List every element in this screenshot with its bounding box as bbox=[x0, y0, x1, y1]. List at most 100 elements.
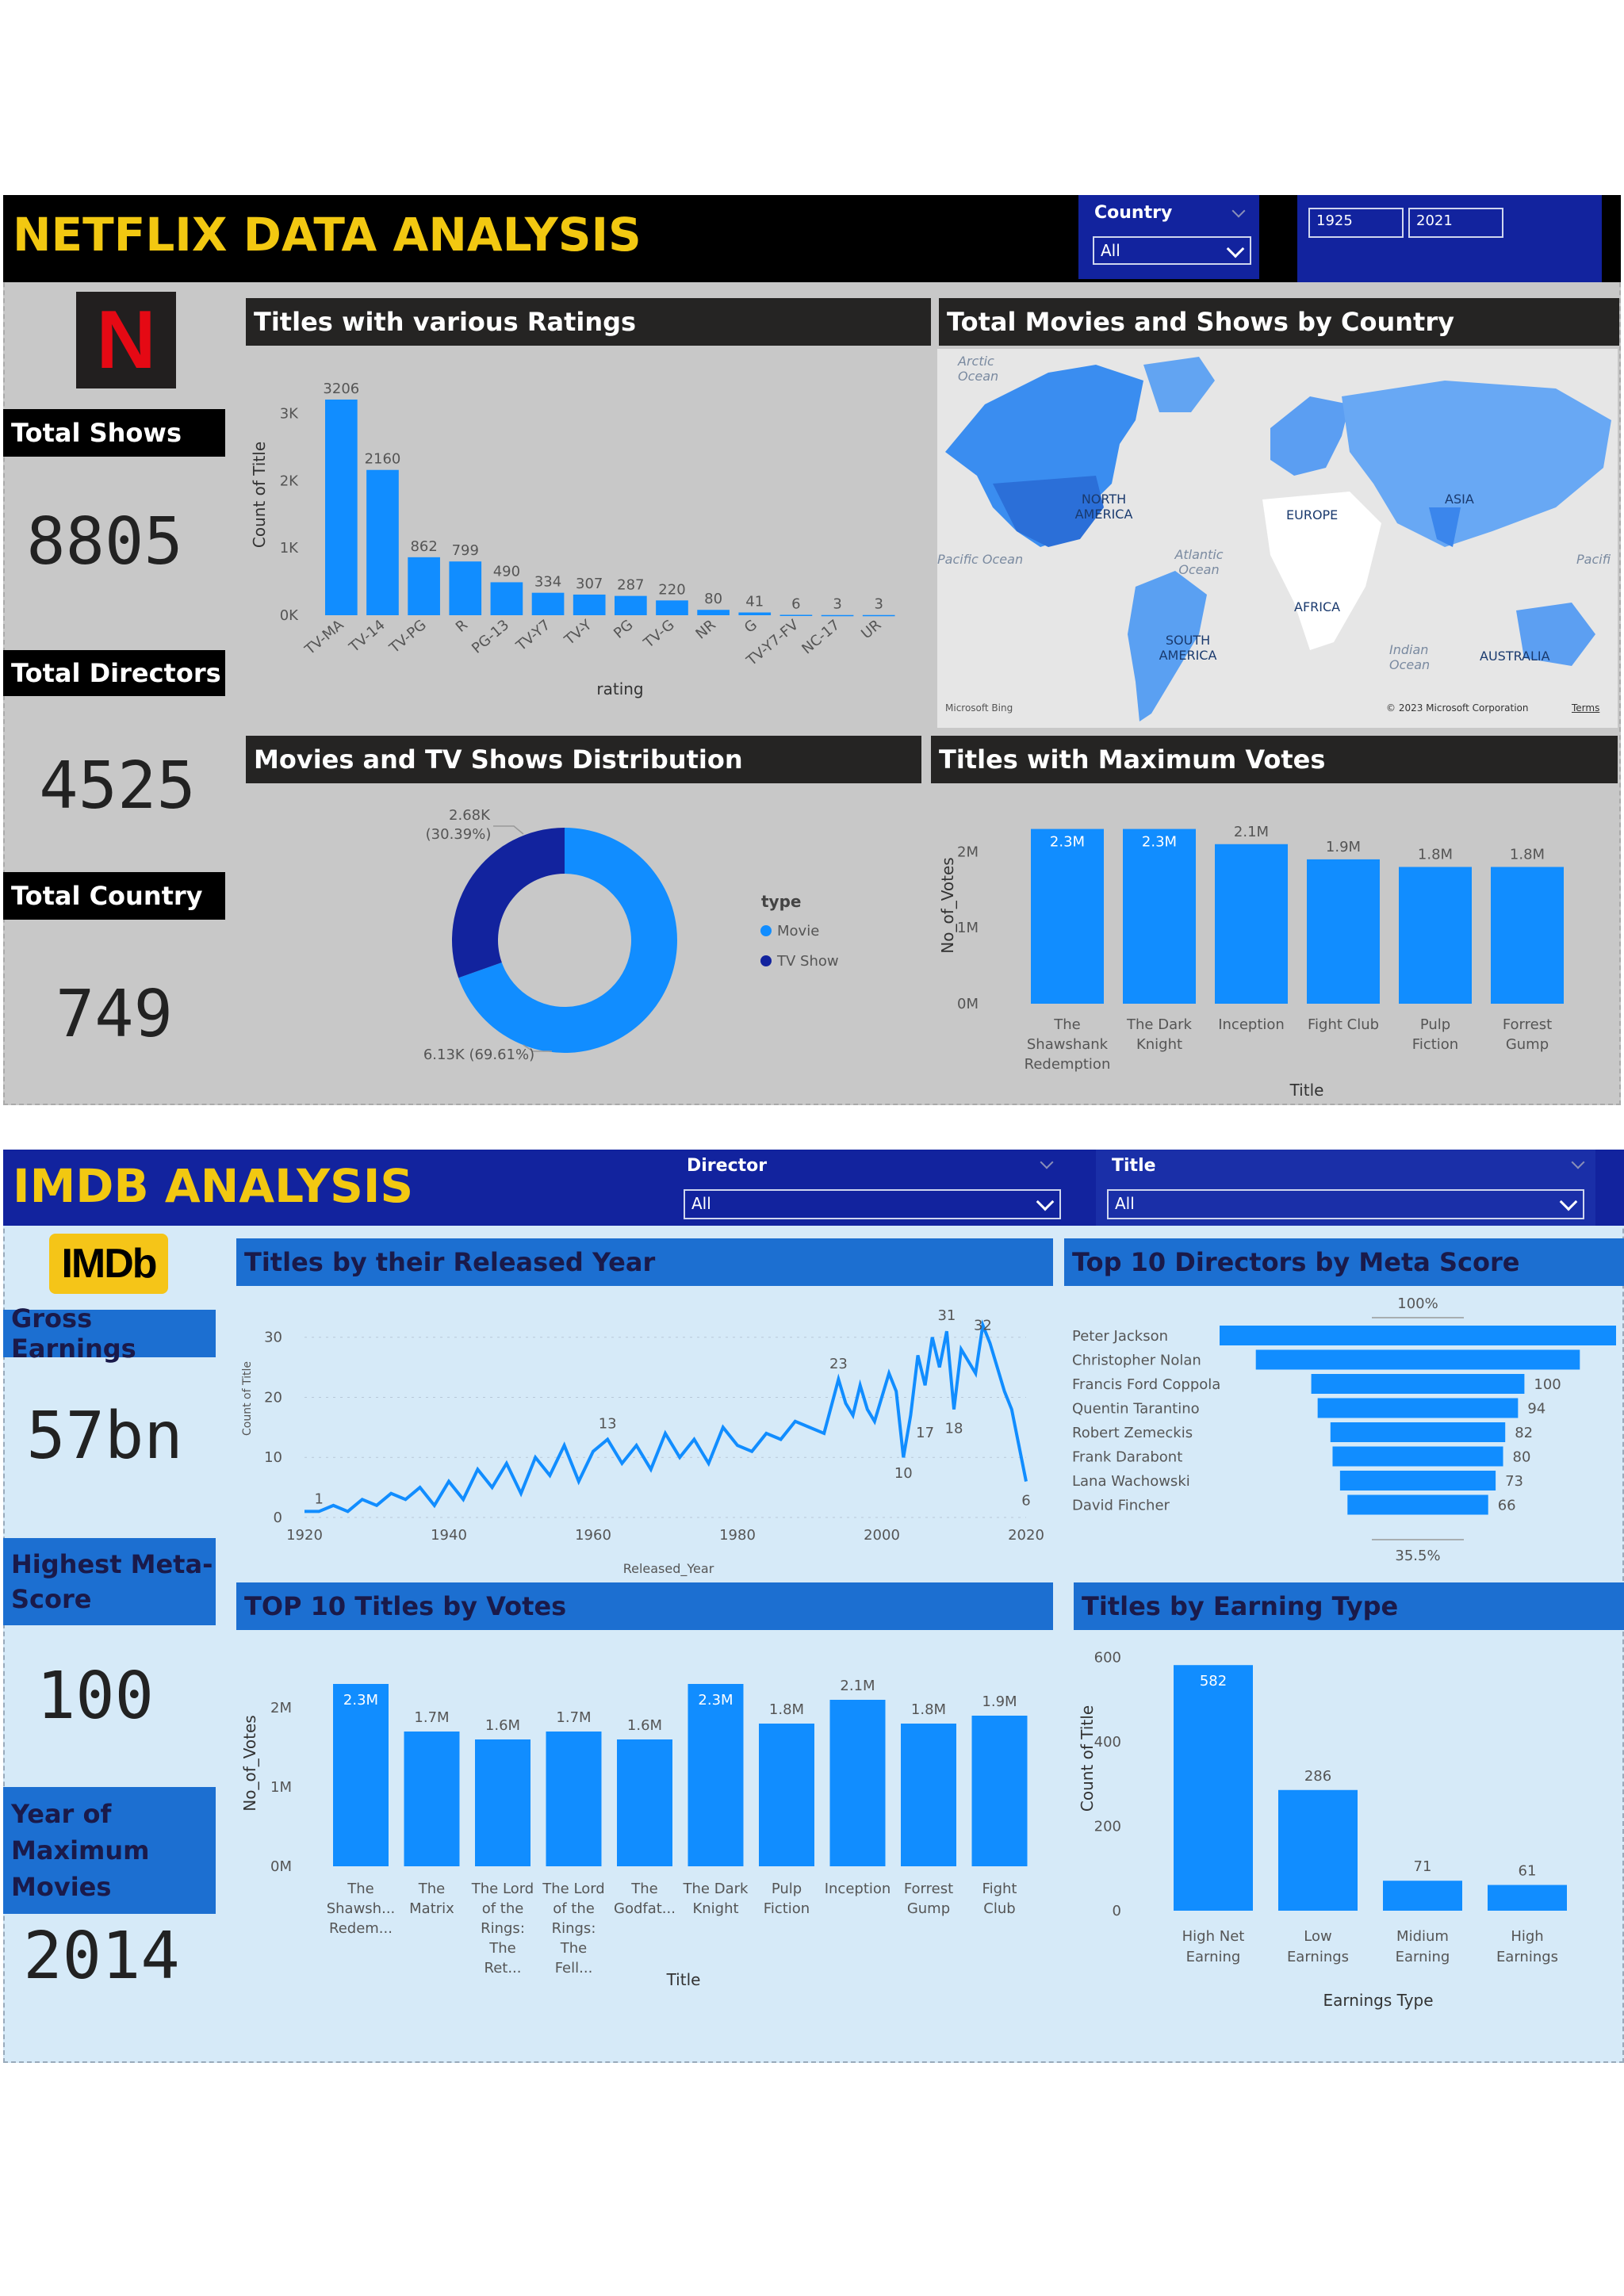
votes-chart: No_of_Votes 0M 1M 2M 2.3M The Shawshank Redem… bbox=[938, 824, 1564, 1100]
year-slicer[interactable]: 1925 2021 bbox=[1297, 195, 1602, 282]
donut-legend-title: type bbox=[761, 892, 801, 911]
ratings-bar[interactable] bbox=[821, 614, 854, 617]
director-slicer-collapse-icon[interactable] bbox=[1040, 1155, 1054, 1169]
country-slicer-dropdown[interactable]: All bbox=[1093, 236, 1251, 265]
country-slicer[interactable]: Country All bbox=[1078, 195, 1259, 279]
votes-bar[interactable] bbox=[1031, 828, 1104, 1004]
votes-bar[interactable] bbox=[1491, 867, 1564, 1004]
ratings-data-label: 220 bbox=[658, 581, 685, 598]
ratings-chart-title: Titles with various Ratings bbox=[246, 298, 931, 346]
ratings-data-label: 3206 bbox=[323, 381, 359, 397]
top-votes-data-label: 1.7M bbox=[414, 1709, 449, 1726]
top-votes-bar[interactable] bbox=[829, 1700, 886, 1866]
country-slicer-collapse-icon[interactable] bbox=[1231, 204, 1246, 218]
earnings-bar[interactable] bbox=[1278, 1789, 1358, 1911]
director-slicer-value: All bbox=[691, 1194, 711, 1213]
funnel-data-label: 80 bbox=[1513, 1449, 1531, 1466]
world-map-shapes bbox=[945, 357, 1611, 721]
kpi-year-max-movies-label: Year of Maximum Movies bbox=[3, 1787, 216, 1914]
votes-ylabel: No_of_Votes bbox=[938, 857, 957, 953]
earnings-bar[interactable] bbox=[1174, 1665, 1253, 1911]
funnel-bar[interactable] bbox=[1332, 1446, 1503, 1467]
top-votes-data-label: 1.6M bbox=[485, 1717, 520, 1734]
netflix-title: NETFLIX DATA ANALYSIS bbox=[13, 208, 642, 262]
funnel-bar[interactable] bbox=[1311, 1374, 1525, 1394]
netflix-logo: N bbox=[76, 292, 176, 388]
top-votes-xtick: Forrest Gump bbox=[904, 1881, 953, 1917]
title-slicer-dropdown[interactable]: All bbox=[1107, 1189, 1584, 1219]
year-from-input[interactable]: 1925 bbox=[1308, 208, 1404, 238]
ratings-ytick: 2K bbox=[280, 473, 299, 489]
votes-bar[interactable] bbox=[1307, 859, 1380, 1004]
votes-data-label: 1.9M bbox=[1326, 839, 1361, 855]
votes-bar[interactable] bbox=[1123, 828, 1196, 1004]
ratings-data-label: 6 bbox=[791, 595, 800, 612]
donut-slice-movie[interactable] bbox=[458, 828, 677, 1053]
ratings-bar[interactable] bbox=[490, 582, 523, 615]
top-votes-bar[interactable] bbox=[759, 1724, 814, 1866]
top-votes-bar[interactable] bbox=[971, 1716, 1028, 1866]
bing-logo: Microsoft Bing bbox=[945, 702, 1013, 714]
top-votes-bar[interactable] bbox=[688, 1684, 744, 1866]
year-to-input[interactable]: 2021 bbox=[1408, 208, 1503, 238]
funnel-bar[interactable] bbox=[1317, 1398, 1519, 1418]
ratings-bar[interactable] bbox=[615, 595, 647, 615]
year-xtick: 2020 bbox=[1008, 1527, 1044, 1544]
ratings-bar[interactable] bbox=[366, 469, 399, 615]
map-label-indian-ocean: Indian Ocean bbox=[1389, 642, 1431, 672]
title-slicer-collapse-icon[interactable] bbox=[1571, 1155, 1585, 1169]
map-label-atlantic: Atlantic Ocean bbox=[1174, 547, 1224, 577]
ratings-bar[interactable] bbox=[779, 614, 813, 616]
ratings-bar[interactable] bbox=[449, 561, 482, 615]
ratings-bar[interactable] bbox=[408, 557, 440, 615]
legend-tvshow-label[interactable]: TV Show bbox=[776, 953, 839, 970]
chevron-down-icon bbox=[1226, 239, 1245, 258]
kpi-total-shows-value: 8805 bbox=[26, 504, 183, 580]
funnel-bar[interactable] bbox=[1347, 1494, 1488, 1515]
earnings-bar[interactable] bbox=[1488, 1885, 1567, 1911]
donut-slice-tv-show[interactable] bbox=[452, 828, 565, 978]
votes-bar[interactable] bbox=[1215, 844, 1288, 1004]
ratings-xtick: R bbox=[453, 617, 471, 636]
funnel-data-label: 82 bbox=[1515, 1425, 1533, 1441]
ratings-bar[interactable] bbox=[656, 600, 688, 615]
greenland-shape bbox=[1143, 357, 1215, 412]
top-votes-bar[interactable] bbox=[333, 1684, 389, 1866]
imdb-logo-text: IMDb bbox=[61, 1241, 157, 1287]
title-slicer[interactable]: Title All bbox=[1096, 1150, 1595, 1226]
ratings-ytick: 1K bbox=[280, 540, 299, 557]
top-votes-bar[interactable] bbox=[475, 1739, 530, 1866]
year-data-label: 13 bbox=[599, 1416, 617, 1433]
earnings-bar[interactable] bbox=[1383, 1881, 1462, 1911]
world-map[interactable]: Arctic Ocean NORTH AMERICA EUROPE ASIA A… bbox=[937, 349, 1618, 728]
funnel-bar[interactable] bbox=[1339, 1471, 1496, 1490]
votes-xtick: Pulp Fiction bbox=[1412, 1016, 1458, 1053]
map-label-pacific-right: Pacifi bbox=[1576, 552, 1611, 567]
funnel-bar[interactable] bbox=[1330, 1422, 1506, 1442]
top-votes-bar[interactable] bbox=[901, 1724, 956, 1866]
legend-movie-label[interactable]: Movie bbox=[777, 923, 819, 939]
ratings-bar[interactable] bbox=[862, 614, 895, 617]
ratings-xtick: NC-17 bbox=[799, 617, 843, 658]
ratings-bar[interactable] bbox=[573, 594, 606, 615]
ratings-xtick: TV-14 bbox=[346, 617, 389, 656]
director-slicer-dropdown[interactable]: All bbox=[684, 1189, 1061, 1219]
director-slicer[interactable]: Director All bbox=[679, 1150, 1063, 1226]
ratings-bar[interactable] bbox=[531, 592, 565, 615]
ratings-data-label: 334 bbox=[534, 574, 561, 591]
earnings-ytick: 0 bbox=[1113, 1903, 1121, 1919]
top-votes-bar[interactable] bbox=[546, 1732, 602, 1866]
votes-bar[interactable] bbox=[1399, 867, 1472, 1004]
funnel-bar[interactable] bbox=[1220, 1326, 1616, 1345]
funnel-bar[interactable] bbox=[1255, 1349, 1580, 1370]
map-terms-link[interactable]: Terms bbox=[1572, 702, 1600, 714]
top-votes-ytick: 0M bbox=[270, 1858, 292, 1875]
ratings-xlabel: rating bbox=[596, 679, 643, 698]
map-label-europe: EUROPE bbox=[1286, 507, 1339, 522]
top-votes-bar[interactable] bbox=[404, 1732, 460, 1866]
ratings-bar[interactable] bbox=[738, 612, 772, 615]
ratings-bar[interactable] bbox=[697, 610, 730, 615]
ratings-bar[interactable] bbox=[325, 399, 358, 615]
ratings-xtick: TV-PG bbox=[386, 617, 430, 657]
top-votes-bar[interactable] bbox=[617, 1739, 672, 1866]
